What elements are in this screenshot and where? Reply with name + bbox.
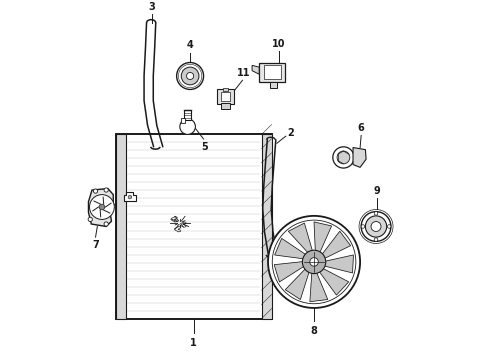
Bar bbox=[223, 88, 228, 91]
Bar bbox=[116, 134, 271, 319]
Polygon shape bbox=[124, 192, 136, 201]
Bar bbox=[262, 134, 271, 319]
Text: 10: 10 bbox=[272, 39, 285, 49]
Text: 11: 11 bbox=[237, 68, 250, 78]
Circle shape bbox=[104, 222, 108, 226]
Polygon shape bbox=[285, 268, 310, 300]
Polygon shape bbox=[270, 82, 277, 88]
Text: 12: 12 bbox=[98, 208, 112, 219]
Polygon shape bbox=[89, 189, 113, 226]
Circle shape bbox=[374, 238, 378, 241]
Circle shape bbox=[268, 216, 360, 308]
Bar bbox=[220, 92, 230, 101]
Polygon shape bbox=[274, 238, 307, 259]
Text: 8: 8 bbox=[311, 326, 318, 336]
Bar bbox=[259, 63, 285, 82]
Text: 2: 2 bbox=[287, 129, 294, 138]
Circle shape bbox=[337, 151, 350, 164]
Polygon shape bbox=[274, 261, 305, 282]
Bar bbox=[221, 103, 230, 109]
Text: 3: 3 bbox=[149, 2, 156, 12]
Text: 7: 7 bbox=[92, 240, 99, 249]
Polygon shape bbox=[310, 271, 328, 302]
Circle shape bbox=[180, 119, 196, 134]
Polygon shape bbox=[314, 222, 332, 253]
Circle shape bbox=[302, 250, 326, 274]
Circle shape bbox=[181, 67, 199, 85]
Circle shape bbox=[371, 221, 381, 231]
Circle shape bbox=[388, 225, 391, 228]
Circle shape bbox=[90, 195, 114, 219]
Circle shape bbox=[88, 217, 92, 221]
Polygon shape bbox=[323, 255, 353, 273]
Circle shape bbox=[177, 63, 203, 89]
Bar bbox=[116, 134, 125, 319]
Circle shape bbox=[310, 258, 318, 266]
Bar bbox=[264, 66, 281, 79]
Bar bbox=[181, 118, 185, 123]
Circle shape bbox=[94, 189, 98, 193]
Polygon shape bbox=[321, 231, 351, 259]
Circle shape bbox=[361, 225, 365, 228]
FancyBboxPatch shape bbox=[217, 89, 234, 104]
Circle shape bbox=[361, 212, 391, 241]
Text: 6: 6 bbox=[358, 123, 365, 133]
Circle shape bbox=[374, 212, 378, 215]
Text: 1: 1 bbox=[190, 338, 197, 348]
Circle shape bbox=[366, 216, 387, 237]
Text: 5: 5 bbox=[201, 142, 208, 152]
Circle shape bbox=[99, 204, 105, 210]
Polygon shape bbox=[318, 268, 349, 295]
Polygon shape bbox=[353, 148, 366, 167]
Bar bbox=[184, 110, 191, 120]
Circle shape bbox=[104, 188, 108, 192]
Polygon shape bbox=[288, 223, 313, 253]
Text: 9: 9 bbox=[373, 186, 380, 196]
Circle shape bbox=[333, 147, 354, 168]
Text: 4: 4 bbox=[187, 40, 194, 50]
Circle shape bbox=[128, 195, 132, 199]
Circle shape bbox=[187, 72, 194, 80]
Polygon shape bbox=[252, 66, 259, 74]
